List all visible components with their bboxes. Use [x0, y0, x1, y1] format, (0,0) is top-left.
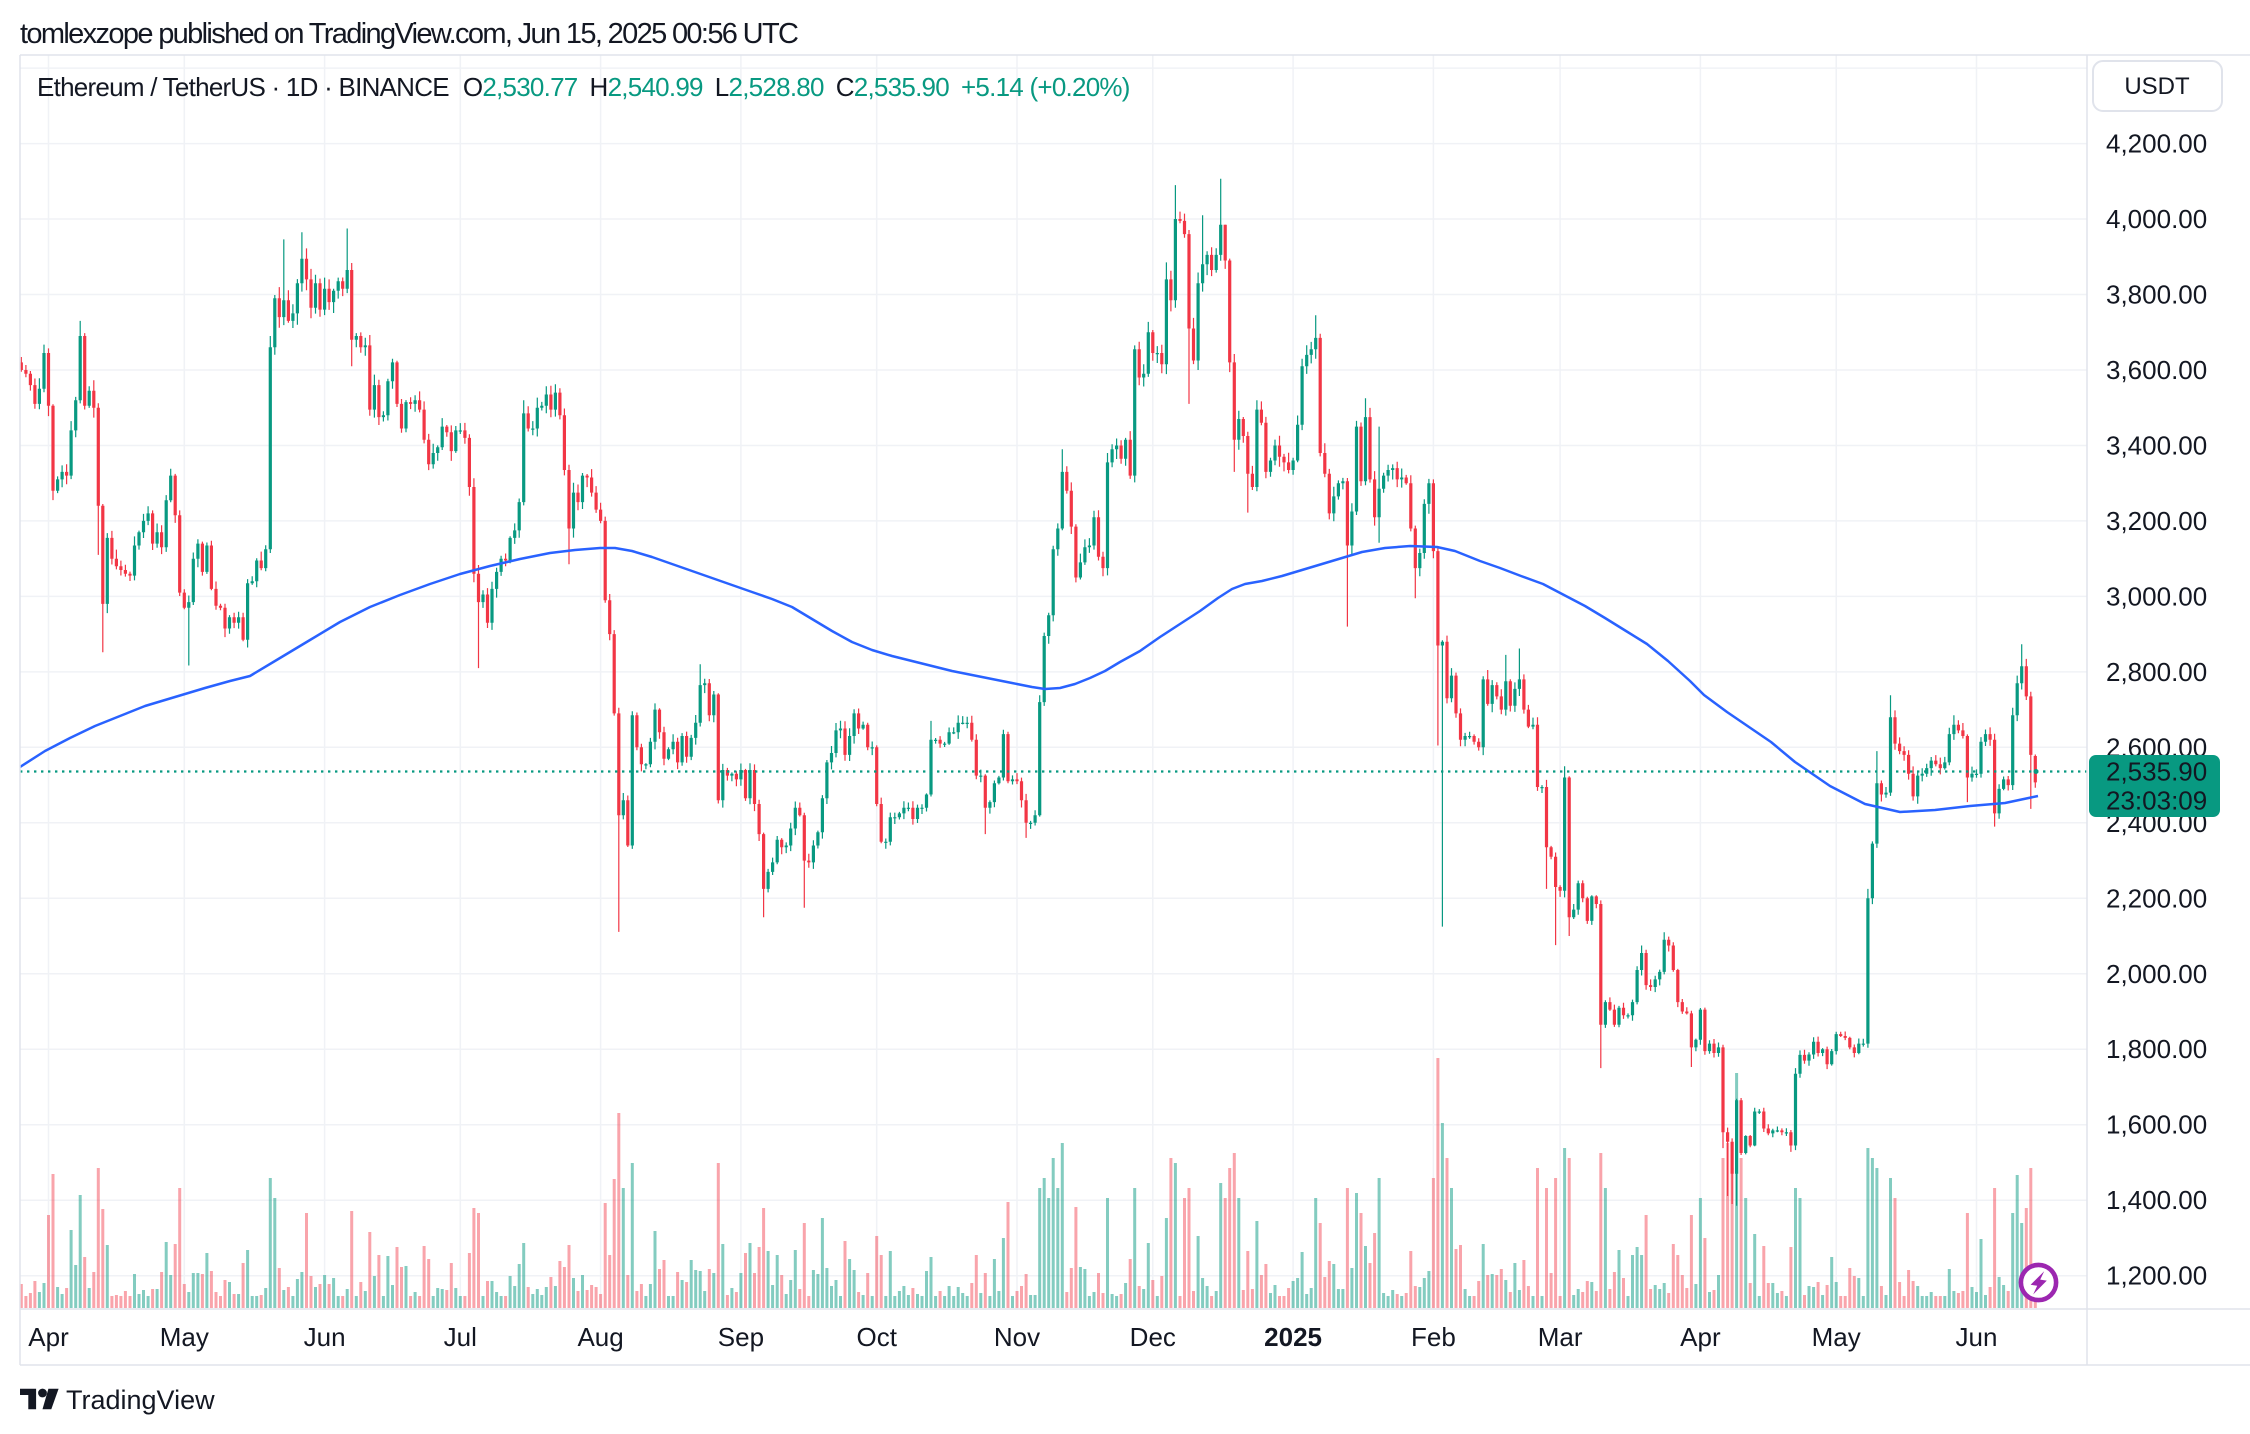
svg-text:2,000.00: 2,000.00: [2106, 959, 2207, 989]
svg-text:2,200.00: 2,200.00: [2106, 883, 2207, 913]
svg-text:Ethereum / TetherUS · 1D · BIN: Ethereum / TetherUS · 1D · BINANCE O2,530…: [37, 72, 1130, 102]
svg-text:3,400.00: 3,400.00: [2106, 431, 2207, 461]
svg-text:1,600.00: 1,600.00: [2106, 1110, 2207, 1140]
svg-text:2025: 2025: [1264, 1322, 1322, 1352]
svg-text:3,000.00: 3,000.00: [2106, 581, 2207, 611]
svg-text:Mar: Mar: [1538, 1322, 1583, 1352]
svg-text:tomlexzope published on Tradin: tomlexzope published on TradingView.com,…: [20, 18, 798, 50]
svg-text:1,800.00: 1,800.00: [2106, 1034, 2207, 1064]
svg-text:2,535.90: 2,535.90: [2106, 757, 2207, 787]
svg-text:2,800.00: 2,800.00: [2106, 657, 2207, 687]
svg-text:Jun: Jun: [304, 1322, 346, 1352]
svg-text:23:03:09: 23:03:09: [2106, 786, 2207, 816]
svg-text:Apr: Apr: [1680, 1322, 1721, 1352]
svg-text:Nov: Nov: [994, 1322, 1040, 1352]
svg-text:USDT: USDT: [2124, 73, 2190, 100]
svg-text:3,800.00: 3,800.00: [2106, 280, 2207, 310]
svg-text:3,200.00: 3,200.00: [2106, 506, 2207, 536]
svg-text:3,600.00: 3,600.00: [2106, 355, 2207, 385]
svg-text:Feb: Feb: [1411, 1322, 1456, 1352]
svg-text:May: May: [1812, 1322, 1861, 1352]
svg-text:1,200.00: 1,200.00: [2106, 1261, 2207, 1291]
svg-text:4,200.00: 4,200.00: [2106, 129, 2207, 159]
svg-text:1,400.00: 1,400.00: [2106, 1185, 2207, 1215]
svg-text:May: May: [160, 1322, 209, 1352]
svg-text:Sep: Sep: [718, 1322, 764, 1352]
svg-text:Dec: Dec: [1130, 1322, 1176, 1352]
svg-text:Jul: Jul: [444, 1322, 477, 1352]
svg-text:TradingView: TradingView: [66, 1385, 215, 1415]
svg-text:Oct: Oct: [856, 1322, 897, 1352]
svg-text:4,000.00: 4,000.00: [2106, 204, 2207, 234]
svg-text:Apr: Apr: [28, 1322, 69, 1352]
svg-text:Jun: Jun: [1956, 1322, 1998, 1352]
svg-text:Aug: Aug: [577, 1322, 623, 1352]
